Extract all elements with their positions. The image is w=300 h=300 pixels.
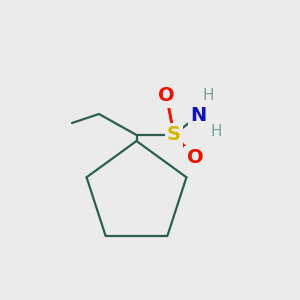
Text: O: O <box>158 86 175 106</box>
Text: H: H <box>210 124 222 139</box>
Text: O: O <box>187 148 203 167</box>
Text: S: S <box>167 125 181 145</box>
Text: H: H <box>202 88 214 104</box>
Text: N: N <box>190 106 206 125</box>
